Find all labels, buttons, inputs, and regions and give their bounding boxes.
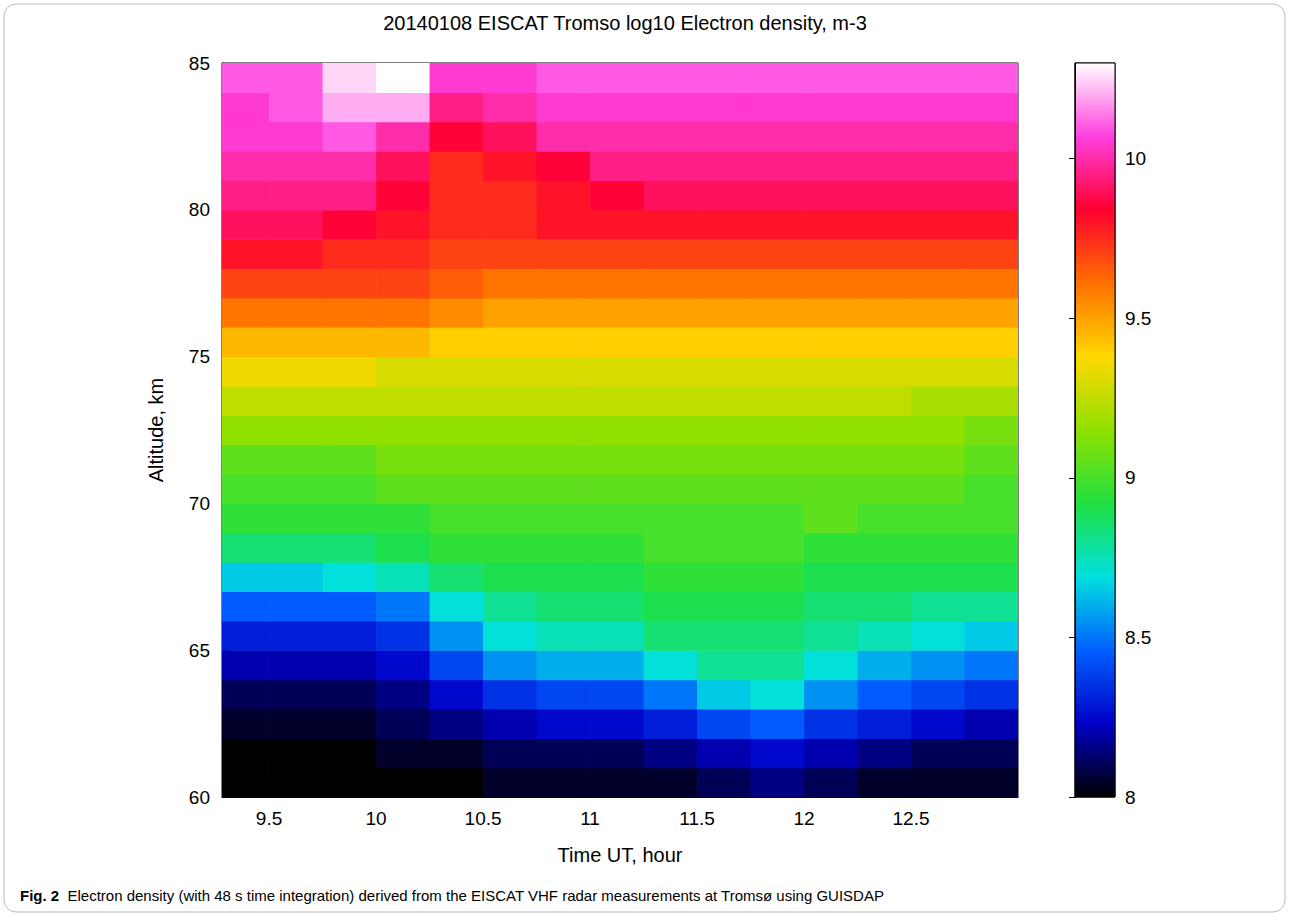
svg-text:20140108 EISCAT Tromso log10 E: 20140108 EISCAT Tromso log10 Electron de… xyxy=(383,12,867,34)
svg-text:70: 70 xyxy=(189,493,210,514)
svg-text:85: 85 xyxy=(189,53,210,74)
svg-text:Electron density (with 48 s ti: Electron density (with 48 s time integra… xyxy=(59,887,884,904)
svg-text:10.5: 10.5 xyxy=(465,808,502,829)
svg-text:60: 60 xyxy=(189,787,210,808)
svg-text:80: 80 xyxy=(189,199,210,220)
svg-text:10: 10 xyxy=(1125,148,1146,169)
svg-text:11: 11 xyxy=(580,808,600,829)
svg-text:65: 65 xyxy=(189,640,210,661)
svg-text:8: 8 xyxy=(1125,787,1136,808)
svg-text:8.5: 8.5 xyxy=(1125,627,1151,648)
svg-text:75: 75 xyxy=(189,346,210,367)
svg-text:12: 12 xyxy=(793,808,814,829)
svg-text:10: 10 xyxy=(365,808,386,829)
svg-text:Altitude, km: Altitude, km xyxy=(145,378,167,482)
svg-text:Time UT, hour: Time UT, hour xyxy=(558,844,683,866)
svg-text:9: 9 xyxy=(1125,467,1136,488)
svg-text:11.5: 11.5 xyxy=(679,808,715,829)
svg-text:9.5: 9.5 xyxy=(256,808,282,829)
svg-text:12.5: 12.5 xyxy=(893,808,930,829)
svg-text:Fig. 2: Fig. 2 xyxy=(20,887,59,904)
svg-text:9.5: 9.5 xyxy=(1125,308,1151,329)
